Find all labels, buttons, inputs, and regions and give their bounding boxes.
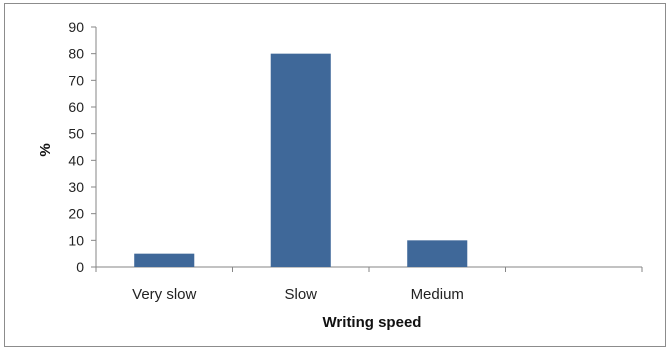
- x-tick-label: Slow: [284, 286, 317, 303]
- y-tick-label: 10: [68, 232, 84, 248]
- x-tick-label: Very slow: [132, 286, 196, 303]
- y-axis: 0 10 20 30 40 50 60 70 80 90: [68, 19, 97, 275]
- y-tick-label: 60: [68, 99, 84, 115]
- bar: [270, 53, 331, 267]
- x-axis: Very slow Slow Medium: [95, 266, 643, 303]
- bar: [407, 240, 468, 267]
- x-tick-label: Medium: [411, 286, 464, 303]
- bar: [134, 253, 195, 267]
- y-tick-label: 70: [68, 72, 84, 88]
- y-axis-title: %: [37, 143, 54, 156]
- chart-frame: [4, 3, 666, 347]
- y-tick-label: 30: [68, 179, 84, 195]
- y-tick-label: 80: [68, 46, 84, 62]
- bars: [134, 53, 468, 267]
- x-axis-title: Writing speed: [323, 314, 422, 331]
- y-tick-label: 90: [68, 19, 84, 35]
- y-tick-label: 40: [68, 152, 84, 168]
- y-tick-label: 50: [68, 126, 84, 142]
- y-tick-label: 0: [76, 259, 84, 275]
- y-tick-label: 20: [68, 206, 84, 222]
